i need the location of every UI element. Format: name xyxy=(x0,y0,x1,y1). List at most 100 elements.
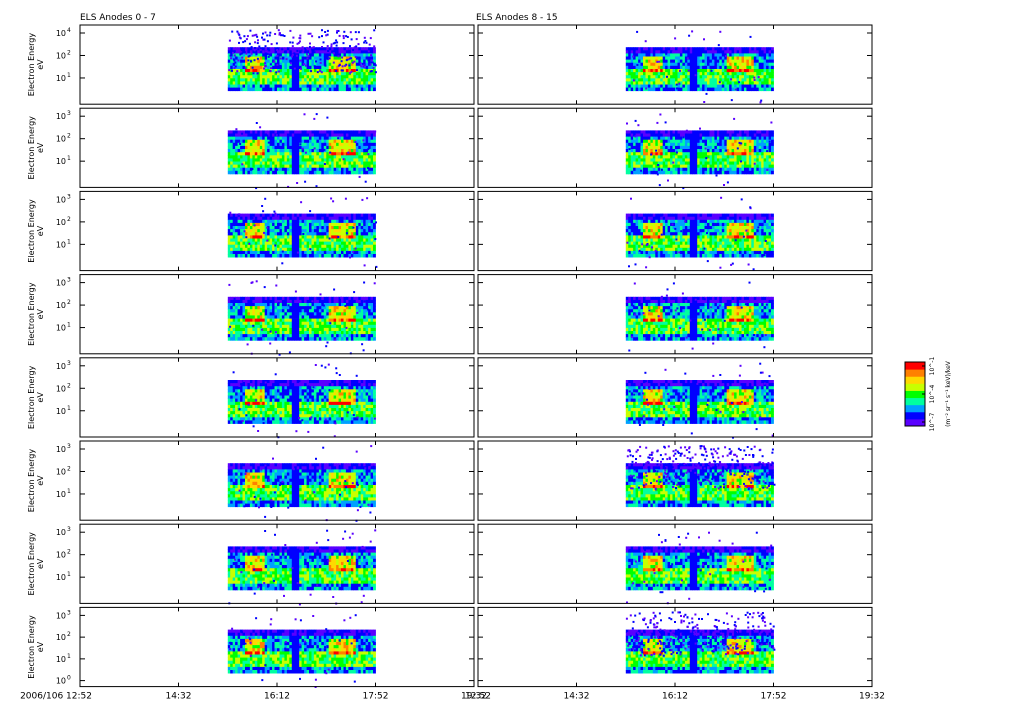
y-tick-exponent: 3 xyxy=(67,609,71,616)
y-tick-exponent: 3 xyxy=(67,277,71,284)
column-title: ELS Anodes 0 - 7 xyxy=(80,13,156,23)
y-tick-label: 10 xyxy=(56,655,66,664)
y-axis-label: Electron Energy xyxy=(27,199,36,263)
colorbar-segment xyxy=(905,405,925,413)
y-tick-exponent: 2 xyxy=(67,549,71,556)
y-tick-label: 10 xyxy=(56,445,66,454)
y-tick-exponent: 1 xyxy=(67,405,71,412)
y-tick-exponent: 1 xyxy=(67,571,71,578)
x-tick-label: 2006/106 12:52 xyxy=(20,692,92,702)
colorbar-tick-label: 10^-4 xyxy=(929,385,936,404)
colorbar-label: (m⁻² sr⁻¹ s⁻¹ keV)/keV xyxy=(945,360,952,427)
colorbar-segment xyxy=(905,376,925,384)
y-tick-label: 10 xyxy=(56,301,66,310)
column-title: ELS Anodes 8 - 15 xyxy=(476,13,558,23)
colorbar-segment xyxy=(905,398,925,406)
y-tick-exponent: 2 xyxy=(67,465,71,472)
y-tick-exponent: 2 xyxy=(67,49,71,56)
y-tick-label: 10 xyxy=(56,324,66,333)
colorbar-segment xyxy=(905,383,925,391)
y-tick-label: 10 xyxy=(56,467,66,476)
colorbar-tick-label: 10^-1 xyxy=(929,357,936,376)
y-axis-unit: eV xyxy=(36,308,45,319)
y-tick-exponent: 1 xyxy=(67,653,71,660)
y-tick-exponent: 1 xyxy=(67,488,71,495)
spectrogram-anode-3 xyxy=(228,280,376,355)
spectrogram-anode-12 xyxy=(626,363,774,439)
y-axis-unit: eV xyxy=(36,558,45,569)
y-tick-label: 10 xyxy=(56,279,66,288)
y-tick-exponent: 3 xyxy=(67,193,71,200)
y-axis-unit: eV xyxy=(36,475,45,486)
y-axis-label: Electron Energy xyxy=(27,365,36,429)
x-tick-label: 16:12 xyxy=(662,692,688,702)
y-tick-label: 10 xyxy=(56,551,66,560)
y-tick-label: 10 xyxy=(56,135,66,144)
y-tick-exponent: 4 xyxy=(67,27,71,34)
y-tick-exponent: 3 xyxy=(67,526,71,533)
y-tick-exponent: 1 xyxy=(67,322,71,329)
y-axis-unit: eV xyxy=(36,225,45,236)
spectrogram-anode-10 xyxy=(626,197,774,270)
spectrogram-anode-4 xyxy=(228,364,376,439)
colorbar-segment xyxy=(905,412,925,420)
x-tick-label: 17:52 xyxy=(761,692,787,702)
y-axis-label: Electron Energy xyxy=(27,532,36,596)
y-tick-label: 10 xyxy=(56,362,66,371)
y-tick-label: 10 xyxy=(56,573,66,582)
spectrogram-anode-14 xyxy=(626,532,774,605)
y-tick-exponent: 2 xyxy=(67,631,71,638)
y-tick-label: 10 xyxy=(56,29,66,38)
spectrogram-anode-6 xyxy=(228,529,376,605)
y-tick-label: 10 xyxy=(56,384,66,393)
y-tick-exponent: 3 xyxy=(67,443,71,450)
y-tick-exponent: 2 xyxy=(67,133,71,140)
y-tick-label: 10 xyxy=(56,218,66,227)
y-axis-unit: eV xyxy=(36,142,45,153)
y-tick-label: 10 xyxy=(56,490,66,499)
y-tick-exponent: 0 xyxy=(67,675,71,682)
colorbar-tick-label: 10^-7 xyxy=(929,413,936,432)
y-tick-label: 10 xyxy=(56,407,66,416)
y-tick-label: 10 xyxy=(56,528,66,537)
x-tick-label: 14:32 xyxy=(166,692,192,702)
y-tick-exponent: 1 xyxy=(67,238,71,245)
spectrogram-anode-1 xyxy=(228,113,376,189)
colorbar-segment xyxy=(905,369,925,377)
y-tick-label: 10 xyxy=(56,633,66,642)
y-tick-label: 10 xyxy=(56,112,66,121)
spectrogram-anode-5 xyxy=(228,445,376,522)
y-tick-exponent: 3 xyxy=(67,110,71,117)
spectrogram-anode-8 xyxy=(626,30,774,103)
y-tick-label: 10 xyxy=(56,195,66,204)
y-tick-label: 10 xyxy=(56,677,66,686)
y-axis-unit: eV xyxy=(36,59,45,70)
y-axis-unit: eV xyxy=(36,392,45,403)
y-tick-label: 10 xyxy=(56,240,66,249)
y-axis-label: Electron Energy xyxy=(27,282,36,346)
spectrogram-anode-13 xyxy=(626,445,776,507)
spectrogram-anode-15 xyxy=(626,611,776,673)
y-tick-exponent: 1 xyxy=(67,155,71,162)
y-axis-unit: eV xyxy=(36,641,45,652)
y-tick-label: 10 xyxy=(56,51,66,60)
y-axis-label: Electron Energy xyxy=(27,615,36,679)
x-tick-label: 17:52 xyxy=(363,692,389,702)
spectrogram-anode-9 xyxy=(626,114,774,190)
y-tick-exponent: 2 xyxy=(67,299,71,306)
y-tick-label: 10 xyxy=(56,74,66,83)
x-tick-label: 19:32 xyxy=(859,692,885,702)
x-tick-label: 12:52 xyxy=(465,692,491,702)
spectrogram-anode-2 xyxy=(228,197,378,268)
y-axis-label: Electron Energy xyxy=(27,116,36,180)
y-tick-exponent: 1 xyxy=(67,72,71,79)
y-tick-exponent: 2 xyxy=(67,216,71,223)
y-tick-label: 10 xyxy=(56,157,66,166)
spectrogram-anode-11 xyxy=(626,282,774,352)
x-tick-label: 14:32 xyxy=(564,692,590,702)
y-tick-label: 10 xyxy=(56,611,66,620)
y-tick-exponent: 3 xyxy=(67,360,71,367)
spectrogram-anode-0 xyxy=(228,29,377,91)
